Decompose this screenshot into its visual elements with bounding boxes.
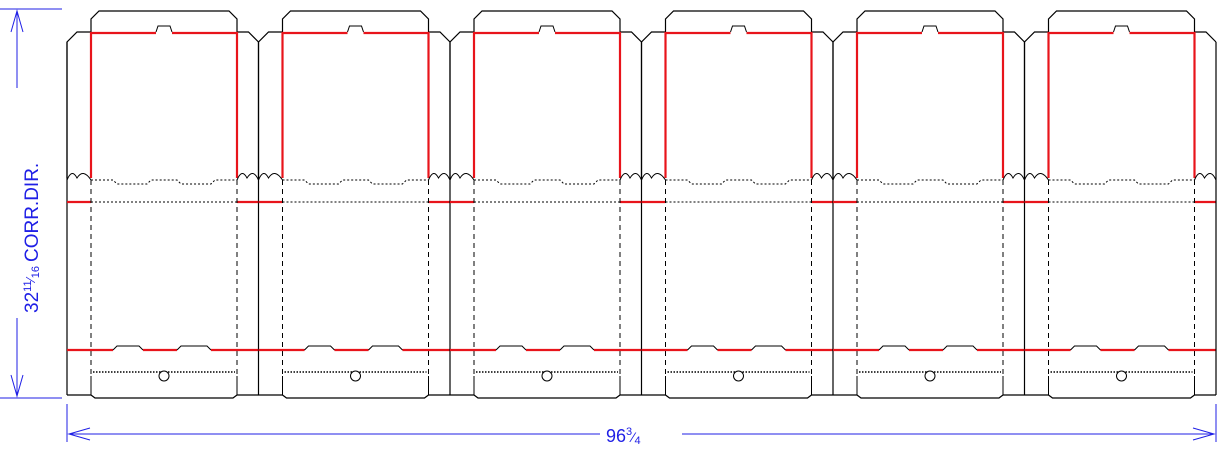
width-dimension: 963⁄4 [66,404,1217,447]
height-fraction-slash: ⁄ [23,276,38,283]
panel-3-hook-right [619,173,642,181]
panel-1-hook-left [66,173,92,181]
panel-5-hook-right [1002,173,1025,181]
height-dimension-label: 3211⁄16 CORR.DIR. [22,163,43,313]
panel-1-top-notch [155,25,173,33]
panel-5-top-notch [921,25,939,33]
panel-1-hook-right [236,173,259,181]
panel-5-upper-dotted-line [857,179,1003,185]
panel-3-bottom-bump-1 [495,345,527,351]
panel-3-bottom-bump-2 [559,345,595,351]
width-fraction-slash: ⁄ [629,429,637,445]
panel-5-bottom-bump-1 [878,345,910,351]
panel-5-top-outline [832,10,1025,178]
width-denominator: 4 [635,435,641,447]
panel-5-red-crease-right [938,31,1005,178]
panel-6-red-crease-left [1047,31,1114,178]
panel-1-top-outline [66,10,259,178]
panel-1-red-crease-right [172,31,239,178]
height-dimension: 3211⁄16 CORR.DIR. [0,8,62,399]
panel-6-top-notch [1113,25,1130,33]
panel-5-red-crease-left [855,31,922,178]
panel-5-bottom-edge [833,394,1025,399]
panel-1-red-crease-left [89,31,156,178]
panel-6-top-outline [1023,10,1217,178]
width-arrow-right-icon [1192,427,1216,441]
panel-6-hole [1116,370,1127,382]
panel-1-bottom-bump-1 [112,345,144,351]
panel-6-bottom-bump-2 [1134,345,1169,351]
panel-4-hook-right [811,173,834,181]
panel-2-upper-dotted-line [282,179,429,185]
panel-6-red-crease-right [1129,31,1196,178]
width-numerator: 3 [626,426,632,438]
panel-6-hook-left [1024,173,1049,181]
panel-6-upper-dotted-line [1048,179,1195,185]
panel-3-upper-dotted-line [474,179,620,185]
width-whole: 96 [606,426,626,446]
height-numerator: 11 [22,280,34,291]
panel-3-red-crease-right [555,31,622,178]
panel-4-red-crease-left [664,31,731,178]
panel-2-top-notch [347,25,364,33]
panel-4-hole [733,370,744,382]
panel-4-bottom-bump-2 [751,345,786,351]
panel-2-hole [350,370,361,382]
width-arrow-left-icon [67,427,91,441]
panel-3-hole [541,370,553,382]
panel-2-bottom-bump-2 [368,345,403,351]
panel-2-red-crease-right [363,31,430,178]
height-denominator: 16 [30,266,42,278]
panel-4-top-notch [730,25,747,33]
height-whole: 32 [22,292,43,313]
width-dimension-label: 963⁄4 [606,426,641,447]
height-arrow-top-icon [10,9,24,33]
panel-6-hook-right [1194,173,1217,181]
panel-3-bottom-edge [450,394,642,399]
panel-5-bottom-bump-2 [942,345,978,351]
panel-1-bottom-bump-2 [176,345,212,351]
panel-2-bottom-edge [258,394,450,399]
panel-4-bottom-bump-1 [687,345,718,351]
panel-1-upper-dotted-line [91,179,237,185]
panel-2-top-outline [257,10,451,178]
height-suffix: CORR.DIR. [22,163,43,262]
panel-4-top-outline [640,10,834,178]
panel-4-bottom-edge [641,394,833,399]
panel-6-bottom-bump-1 [1070,345,1101,351]
panel-2-hook-left [258,173,283,181]
panel-1-bottom-edge [67,394,259,399]
panel-3-top-notch [538,25,556,33]
panel-5-hook-left [832,173,858,181]
panel-4-red-crease-right [746,31,813,178]
panel-3-top-outline [449,10,642,178]
panel-2-bottom-bump-1 [304,345,335,351]
panel-6-bottom-edge [1024,394,1216,399]
panel-3-hook-left [449,173,475,181]
panel-5-hole [924,370,936,382]
dieline-panels [66,10,1217,399]
panel-1-hole [158,370,170,382]
panel-2-hook-right [428,173,451,181]
panel-4-upper-dotted-line [665,179,812,185]
panel-3-red-crease-left [472,31,539,178]
panel-2-red-crease-left [281,31,348,178]
height-arrow-bottom-icon [10,374,24,398]
panel-4-hook-left [641,173,666,181]
